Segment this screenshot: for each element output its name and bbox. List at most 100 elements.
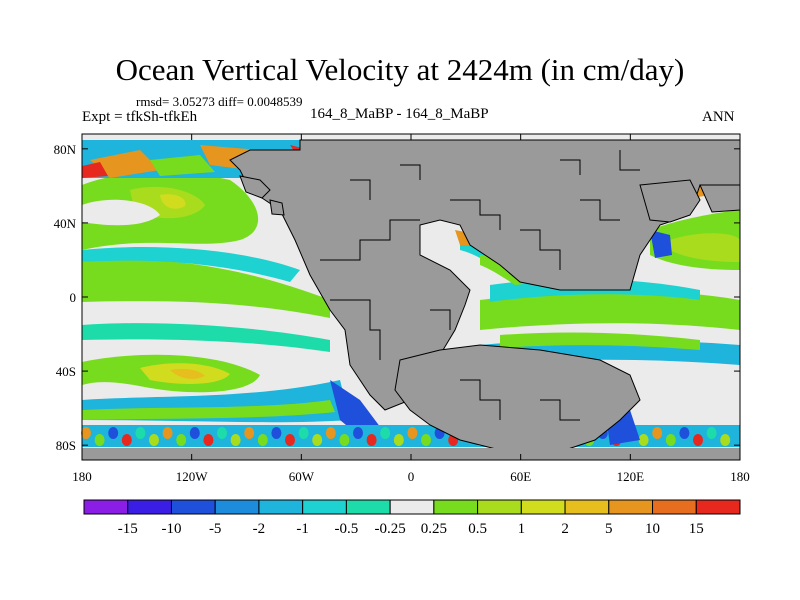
southern-ocean-eddy	[271, 427, 282, 439]
southern-ocean-eddy	[257, 434, 268, 446]
y-tick-label: 80S	[56, 438, 76, 453]
season-label: ANN	[702, 109, 735, 125]
southern-ocean-eddy	[393, 434, 404, 446]
southern-ocean-eddy	[679, 427, 690, 439]
colorbar-box	[127, 499, 172, 515]
colorbar: -15 -10 -5 -2 -1 -0.5 -0.25 0.25 0.5 1 2 5 10 15	[83, 499, 741, 537]
philippine-negative	[650, 230, 672, 258]
southern-ocean-eddy	[339, 434, 350, 446]
western-pacific-core	[670, 233, 740, 262]
colorbar-box	[170, 499, 216, 515]
colorbar-label: 2	[561, 521, 569, 537]
colorbar-box	[214, 499, 260, 515]
southern-ocean-eddy	[81, 427, 91, 439]
colorbar-box	[389, 499, 435, 515]
southern-ocean-eddy	[94, 434, 105, 446]
colorbar-box	[258, 499, 304, 515]
southern-ocean-eddy	[176, 434, 187, 446]
y-tick-label: 0	[70, 290, 77, 305]
equatorial-pacific-band	[82, 259, 330, 318]
north-pacific-center	[160, 194, 186, 209]
colorbar-label: -10	[161, 521, 181, 537]
south-pacific-center	[170, 368, 205, 379]
colorbar-box	[608, 499, 654, 515]
x-tick-label: 180	[730, 469, 750, 484]
southern-ocean-eddy	[652, 427, 663, 439]
indian-ocean-band	[480, 290, 740, 330]
southern-ocean-eddy	[638, 434, 649, 446]
x-tick-label: 120E	[617, 469, 645, 484]
south-pacific-cyan-band	[82, 323, 330, 352]
x-tick-label: 0	[408, 469, 415, 484]
southern-ocean-eddy	[720, 434, 731, 446]
colorbar-label: -5	[209, 521, 222, 537]
map-panel	[81, 133, 741, 461]
colorbar-box	[345, 499, 391, 515]
southern-ocean-eddy	[149, 434, 159, 446]
southern-ocean-eddy	[285, 434, 295, 446]
colorbar-label: 5	[605, 521, 613, 537]
colorbar-label: 0.5	[468, 521, 487, 537]
equatorial-pacific-cyan	[82, 247, 300, 282]
north-pacific-white-gap	[82, 199, 160, 226]
colorbar-label: -15	[118, 521, 138, 537]
southern-ocean-eddy	[353, 427, 363, 439]
colorbar-label: -2	[253, 521, 266, 537]
colorbar-box	[564, 499, 610, 515]
southern-ocean-eddy	[230, 434, 241, 446]
plot-title: Ocean Vertical Velocity at 2424m (in cm/…	[115, 52, 685, 87]
x-tick-label: 120W	[176, 469, 209, 484]
southern-ocean-eddy	[312, 434, 323, 446]
southern-ocean-eddy	[380, 427, 391, 439]
colorbar-box	[695, 499, 741, 515]
southern-ocean-eddy	[162, 427, 173, 439]
southern-ocean-eddy	[217, 427, 227, 439]
southern-ocean-eddy	[693, 434, 703, 446]
axes: 80N 40N 0 40S 80S 180 120W 60W 0 60E 120E 180	[54, 134, 750, 484]
stats-label: rmsd= 3.05273 diff= 0.0048539	[136, 94, 303, 109]
southern-ocean-eddy	[108, 427, 119, 439]
southern-ocean-eddy	[325, 427, 336, 439]
southern-ocean-eddy	[407, 427, 418, 439]
land-south-continent	[394, 344, 641, 456]
y-tick-label: 40S	[56, 364, 76, 379]
colorbar-label: 10	[645, 521, 660, 537]
land-north-islands	[239, 175, 285, 216]
southern-ocean-eddy	[298, 427, 309, 439]
x-tick-label: 180	[72, 469, 92, 484]
southern-ocean-eddy	[121, 434, 132, 446]
colorbar-label: 1	[518, 521, 526, 537]
x-tick-label: 60W	[289, 469, 315, 484]
colorbar-box	[652, 499, 697, 515]
colorbar-box	[302, 499, 347, 515]
southern-ocean-eddy	[135, 427, 146, 439]
southern-ocean-eddy	[203, 434, 214, 446]
colorbar-label: 0.25	[421, 521, 447, 537]
arctic-red-patches	[82, 145, 310, 178]
coastline-traces	[320, 150, 640, 421]
colorbar-box	[520, 499, 566, 515]
y-tick-label: 80N	[54, 142, 77, 157]
land-east-continent	[639, 179, 701, 223]
y-tick-label: 40N	[54, 216, 77, 231]
arctic-green-patches	[150, 155, 215, 176]
colorbar-label: -0.5	[335, 521, 359, 537]
southern-ocean-eddy	[706, 427, 717, 439]
southern-ocean-eddy	[366, 434, 377, 446]
colorbar-box	[83, 499, 129, 515]
arctic-warm-patches	[90, 145, 260, 178]
southern-indian-green	[500, 332, 700, 350]
southern-ocean-eddy	[665, 434, 676, 446]
x-tick-label: 60E	[510, 469, 531, 484]
colorbar-label: -1	[296, 521, 309, 537]
colorbar-label: -0.25	[375, 521, 406, 537]
colorbar-label: 15	[689, 521, 704, 537]
southern-ocean-eddy	[244, 427, 255, 439]
colorbar-box	[433, 499, 479, 515]
southern-ocean-eddy	[189, 427, 200, 439]
southern-ocean-green-strip	[82, 400, 335, 420]
experiment-label: Expt = tfkSh-tfkEh	[82, 109, 198, 125]
southern-ocean-eddy	[421, 434, 431, 446]
case-label: 164_8_MaBP - 164_8_MaBP	[310, 106, 489, 122]
